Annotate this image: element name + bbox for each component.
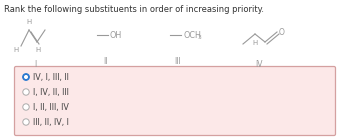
Circle shape bbox=[23, 74, 29, 80]
Circle shape bbox=[23, 104, 29, 110]
Text: H: H bbox=[252, 40, 258, 46]
Text: I, II, III, IV: I, II, III, IV bbox=[33, 102, 69, 111]
Text: OCH: OCH bbox=[183, 30, 201, 39]
Text: OH: OH bbox=[110, 30, 122, 39]
Text: III, II, IV, I: III, II, IV, I bbox=[33, 117, 69, 126]
Circle shape bbox=[23, 119, 29, 125]
Text: II: II bbox=[103, 57, 107, 66]
Circle shape bbox=[23, 89, 29, 95]
Text: III: III bbox=[175, 57, 181, 66]
Text: I: I bbox=[34, 60, 36, 69]
Text: H: H bbox=[35, 47, 41, 53]
FancyBboxPatch shape bbox=[14, 66, 336, 136]
Text: H: H bbox=[14, 47, 19, 53]
Text: IV: IV bbox=[255, 60, 263, 69]
Text: I, IV, II, III: I, IV, II, III bbox=[33, 87, 69, 96]
Text: O: O bbox=[279, 28, 285, 37]
Circle shape bbox=[25, 76, 27, 78]
Text: H: H bbox=[26, 19, 32, 25]
Text: 3: 3 bbox=[198, 35, 202, 40]
Text: Rank the following substituents in order of increasing priority.: Rank the following substituents in order… bbox=[4, 5, 264, 14]
Text: IV, I, III, II: IV, I, III, II bbox=[33, 73, 69, 81]
